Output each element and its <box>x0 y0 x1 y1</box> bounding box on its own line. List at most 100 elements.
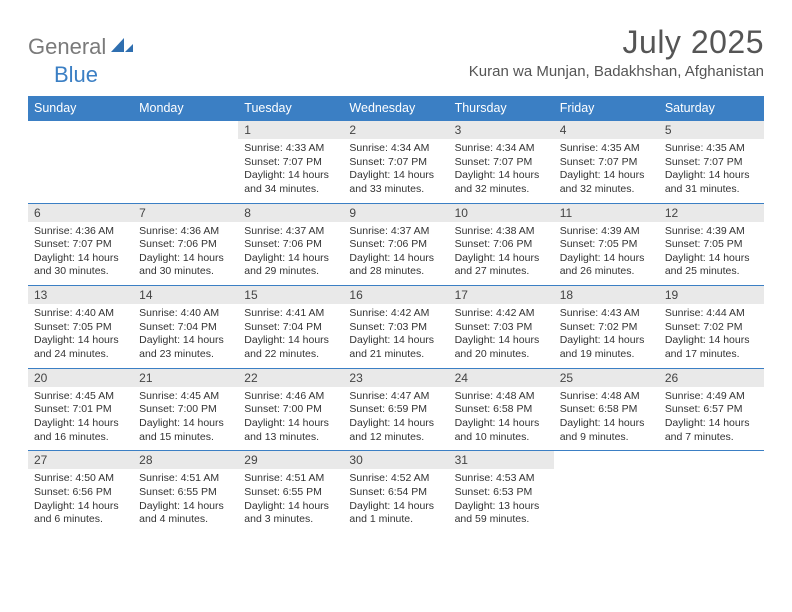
day-number-cell: 28 <box>133 451 238 470</box>
day-body-cell: Sunrise: 4:39 AMSunset: 7:05 PMDaylight:… <box>659 222 764 286</box>
day-body-cell <box>554 469 659 533</box>
sunset-text: Sunset: 7:01 PM <box>34 403 127 417</box>
sunrise-text: Sunrise: 4:43 AM <box>560 307 653 321</box>
daylight-text: Daylight: 14 hours and 23 minutes. <box>139 334 232 361</box>
daylight-text: Daylight: 14 hours and 13 minutes. <box>244 417 337 444</box>
day-number-cell: 3 <box>449 121 554 140</box>
sunset-text: Sunset: 7:02 PM <box>665 321 758 335</box>
day-body-cell: Sunrise: 4:33 AMSunset: 7:07 PMDaylight:… <box>238 139 343 203</box>
sunset-text: Sunset: 7:06 PM <box>455 238 548 252</box>
sunset-text: Sunset: 6:58 PM <box>560 403 653 417</box>
daylight-text: Daylight: 14 hours and 4 minutes. <box>139 500 232 527</box>
sunset-text: Sunset: 6:55 PM <box>244 486 337 500</box>
daylight-text: Daylight: 14 hours and 12 minutes. <box>349 417 442 444</box>
day-body-cell: Sunrise: 4:45 AMSunset: 7:01 PMDaylight:… <box>28 387 133 451</box>
daylight-text: Daylight: 14 hours and 7 minutes. <box>665 417 758 444</box>
day-number-cell: 12 <box>659 203 764 222</box>
daylight-text: Daylight: 14 hours and 22 minutes. <box>244 334 337 361</box>
sunset-text: Sunset: 6:55 PM <box>139 486 232 500</box>
sunrise-text: Sunrise: 4:39 AM <box>560 225 653 239</box>
sunset-text: Sunset: 6:57 PM <box>665 403 758 417</box>
day-body-cell: Sunrise: 4:48 AMSunset: 6:58 PMDaylight:… <box>554 387 659 451</box>
day-body-cell: Sunrise: 4:42 AMSunset: 7:03 PMDaylight:… <box>449 304 554 368</box>
daylight-text: Daylight: 14 hours and 24 minutes. <box>34 334 127 361</box>
day-number-cell: 4 <box>554 121 659 140</box>
day-body-cell: Sunrise: 4:35 AMSunset: 7:07 PMDaylight:… <box>659 139 764 203</box>
daylight-text: Daylight: 14 hours and 33 minutes. <box>349 169 442 196</box>
day-body-cell <box>133 139 238 203</box>
calendar-header-row: SundayMondayTuesdayWednesdayThursdayFrid… <box>28 96 764 121</box>
daylight-text: Daylight: 14 hours and 30 minutes. <box>34 252 127 279</box>
day-number-cell <box>659 451 764 470</box>
sunset-text: Sunset: 7:06 PM <box>244 238 337 252</box>
sunrise-text: Sunrise: 4:33 AM <box>244 142 337 156</box>
sunrise-text: Sunrise: 4:46 AM <box>244 390 337 404</box>
day-body-cell: Sunrise: 4:44 AMSunset: 7:02 PMDaylight:… <box>659 304 764 368</box>
daylight-text: Daylight: 14 hours and 10 minutes. <box>455 417 548 444</box>
sunset-text: Sunset: 6:53 PM <box>455 486 548 500</box>
day-body-row: Sunrise: 4:50 AMSunset: 6:56 PMDaylight:… <box>28 469 764 533</box>
day-number-row: 6789101112 <box>28 203 764 222</box>
sunrise-text: Sunrise: 4:38 AM <box>455 225 548 239</box>
daylight-text: Daylight: 13 hours and 59 minutes. <box>455 500 548 527</box>
calendar-table: SundayMondayTuesdayWednesdayThursdayFrid… <box>28 96 764 533</box>
day-number-cell <box>554 451 659 470</box>
day-number-cell: 16 <box>343 286 448 305</box>
sunrise-text: Sunrise: 4:37 AM <box>244 225 337 239</box>
day-number-cell: 14 <box>133 286 238 305</box>
day-body-cell: Sunrise: 4:53 AMSunset: 6:53 PMDaylight:… <box>449 469 554 533</box>
sunrise-text: Sunrise: 4:49 AM <box>665 390 758 404</box>
daylight-text: Daylight: 14 hours and 25 minutes. <box>665 252 758 279</box>
location-subtitle: Kuran wa Munjan, Badakhshan, Afghanistan <box>469 63 764 80</box>
sunset-text: Sunset: 7:07 PM <box>455 156 548 170</box>
daylight-text: Daylight: 14 hours and 20 minutes. <box>455 334 548 361</box>
day-body-cell: Sunrise: 4:42 AMSunset: 7:03 PMDaylight:… <box>343 304 448 368</box>
sunrise-text: Sunrise: 4:52 AM <box>349 472 442 486</box>
daylight-text: Daylight: 14 hours and 30 minutes. <box>139 252 232 279</box>
sunset-text: Sunset: 7:07 PM <box>665 156 758 170</box>
day-number-cell: 29 <box>238 451 343 470</box>
day-number-row: 20212223242526 <box>28 368 764 387</box>
sunset-text: Sunset: 7:07 PM <box>349 156 442 170</box>
sunrise-text: Sunrise: 4:36 AM <box>34 225 127 239</box>
sunset-text: Sunset: 6:54 PM <box>349 486 442 500</box>
day-body-cell <box>28 139 133 203</box>
weekday-header: Thursday <box>449 96 554 121</box>
day-body-cell <box>659 469 764 533</box>
sunset-text: Sunset: 7:04 PM <box>244 321 337 335</box>
sunrise-text: Sunrise: 4:34 AM <box>349 142 442 156</box>
day-body-cell: Sunrise: 4:37 AMSunset: 7:06 PMDaylight:… <box>343 222 448 286</box>
day-number-cell: 22 <box>238 368 343 387</box>
sunrise-text: Sunrise: 4:36 AM <box>139 225 232 239</box>
day-body-row: Sunrise: 4:45 AMSunset: 7:01 PM Daylight:… <box>28 387 764 451</box>
daylight-text: Daylight: 14 hours and 34 minutes. <box>244 169 337 196</box>
day-body-cell: Sunrise: 4:47 AMSunset: 6:59 PMDaylight:… <box>343 387 448 451</box>
sunset-text: Sunset: 7:00 PM <box>244 403 337 417</box>
day-number-row: 2728293031 <box>28 451 764 470</box>
daylight-text: Daylight: 14 hours and 26 minutes. <box>560 252 653 279</box>
sunset-text: Sunset: 7:03 PM <box>349 321 442 335</box>
day-body-cell: Sunrise: 4:49 AMSunset: 6:57 PMDaylight:… <box>659 387 764 451</box>
weekday-header: Monday <box>133 96 238 121</box>
day-body-row: Sunrise: 4:33 AMSunset: 7:07 PMDaylight:… <box>28 139 764 203</box>
sunrise-text: Sunrise: 4:41 AM <box>244 307 337 321</box>
sunset-text: Sunset: 7:05 PM <box>34 321 127 335</box>
sunrise-text: Sunrise: 4:44 AM <box>665 307 758 321</box>
brand-text-1: General <box>28 34 106 60</box>
day-number-cell: 6 <box>28 203 133 222</box>
sunset-text: Sunset: 7:05 PM <box>560 238 653 252</box>
daylight-text: Daylight: 14 hours and 32 minutes. <box>560 169 653 196</box>
day-number-cell: 5 <box>659 121 764 140</box>
month-title: July 2025 <box>469 24 764 61</box>
sunrise-text: Sunrise: 4:48 AM <box>455 390 548 404</box>
day-number-cell: 31 <box>449 451 554 470</box>
sunrise-text: Sunrise: 4:35 AM <box>665 142 758 156</box>
sunrise-text: Sunrise: 4:53 AM <box>455 472 548 486</box>
day-body-cell: Sunrise: 4:34 AMSunset: 7:07 PMDaylight:… <box>449 139 554 203</box>
day-body-cell: Sunrise: 4:37 AMSunset: 7:06 PMDaylight:… <box>238 222 343 286</box>
daylight-text: Daylight: 14 hours and 32 minutes. <box>455 169 548 196</box>
day-number-cell: 2 <box>343 121 448 140</box>
sunrise-text: Sunrise: 4:45 AM <box>34 390 127 404</box>
day-number-cell: 17 <box>449 286 554 305</box>
day-number-cell: 9 <box>343 203 448 222</box>
